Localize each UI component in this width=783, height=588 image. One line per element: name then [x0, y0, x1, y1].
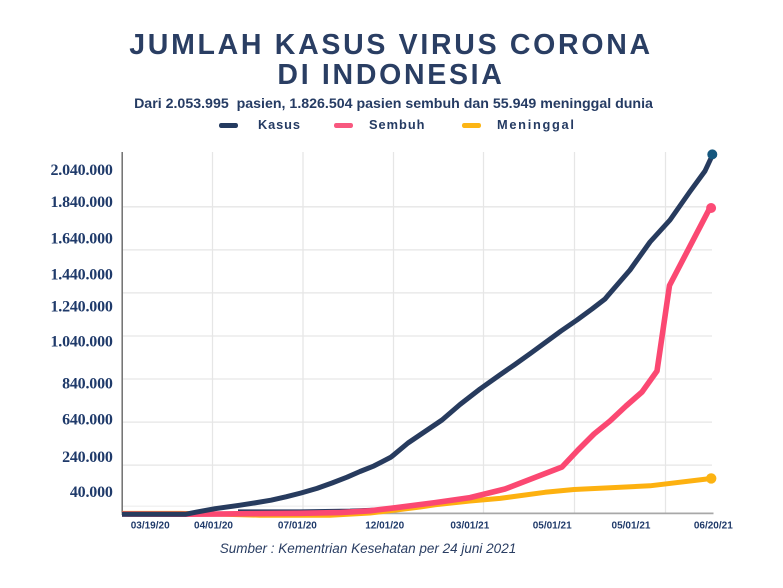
- svg-text:840.000: 840.000: [62, 375, 113, 392]
- svg-text:05/01/21: 05/01/21: [533, 521, 572, 532]
- svg-text:07/01/20: 07/01/20: [278, 521, 317, 532]
- svg-text:05/01/21: 05/01/21: [612, 521, 651, 532]
- svg-text:03/19/20: 03/19/20: [131, 521, 170, 532]
- svg-text:12/01/20: 12/01/20: [365, 521, 404, 532]
- svg-text:2.040.000: 2.040.000: [50, 162, 112, 179]
- svg-text:240.000: 240.000: [62, 449, 113, 466]
- svg-text:1.440.000: 1.440.000: [50, 267, 112, 284]
- svg-text:40.000: 40.000: [70, 484, 113, 501]
- svg-text:03/01/21: 03/01/21: [450, 521, 489, 532]
- svg-text:640.000: 640.000: [62, 412, 113, 429]
- svg-text:1.040.000: 1.040.000: [50, 333, 112, 350]
- svg-text:1.240.000: 1.240.000: [50, 299, 112, 316]
- svg-text:1.640.000: 1.640.000: [50, 231, 112, 248]
- svg-text:04/01/20: 04/01/20: [194, 521, 233, 532]
- svg-text:06/20/21: 06/20/21: [694, 521, 733, 532]
- svg-text:1.840.000: 1.840.000: [50, 194, 112, 211]
